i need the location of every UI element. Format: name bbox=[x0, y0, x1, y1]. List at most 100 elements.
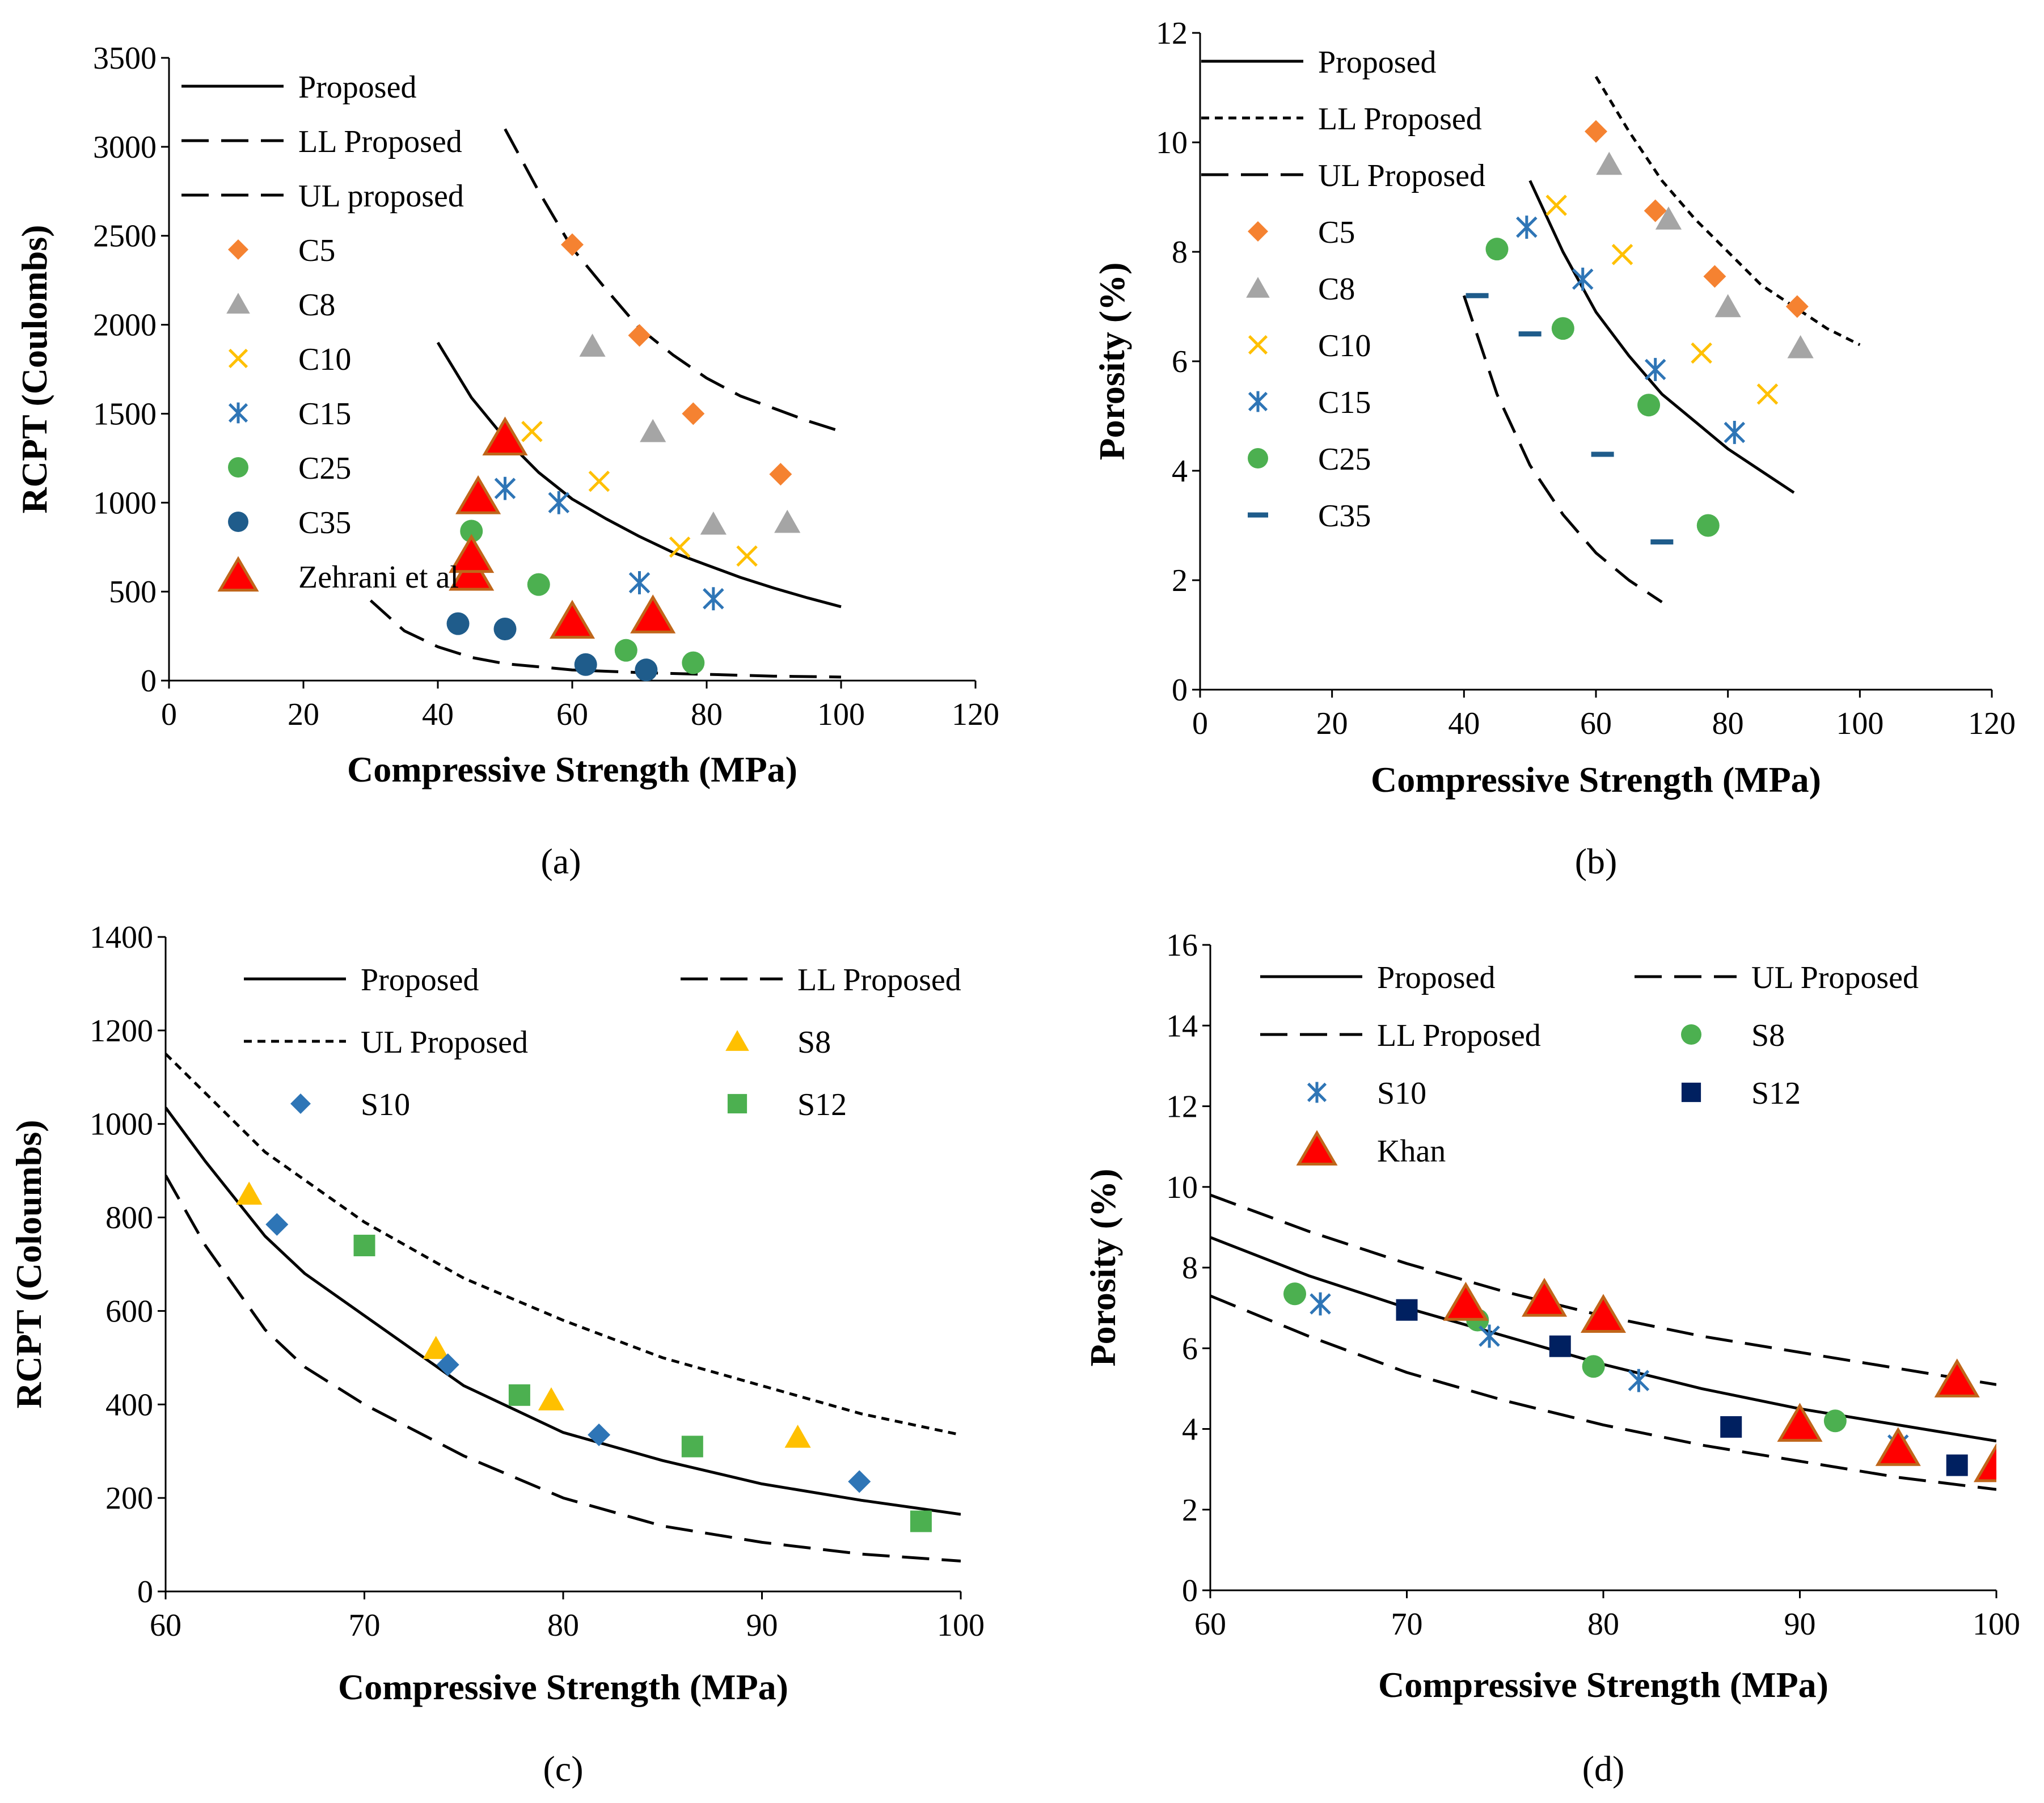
x-tick-label: 80 bbox=[691, 697, 723, 732]
data-point-s8 bbox=[538, 1387, 565, 1411]
y-tick-label: 1200 bbox=[90, 1014, 153, 1049]
data-point-c5 bbox=[628, 324, 651, 347]
legend-swatch-c15 bbox=[228, 402, 248, 424]
data-point-s10 bbox=[436, 1353, 459, 1376]
panel-label: (c) bbox=[543, 1749, 583, 1789]
legend: Proposed LL Proposed UL Proposed S8 S10 S12 bbox=[244, 962, 961, 1122]
y-tick-label: 3500 bbox=[93, 41, 157, 76]
data-point-c15 bbox=[1516, 216, 1538, 239]
data-point-c35 bbox=[574, 653, 597, 676]
data-point-c10 bbox=[588, 470, 610, 492]
x-tick-label: 80 bbox=[1587, 1607, 1619, 1642]
legend-label-s12: S12 bbox=[797, 1087, 847, 1122]
data-point-c15 bbox=[1644, 358, 1666, 381]
plot-area bbox=[166, 1053, 961, 1563]
y-tick-label: 0 bbox=[137, 1574, 153, 1610]
legend-label-proposed: Proposed bbox=[1377, 960, 1495, 995]
y-tick-label: 12 bbox=[1166, 1090, 1198, 1125]
legend-swatch-s12 bbox=[1681, 1082, 1701, 1103]
y-tick-label: 0 bbox=[141, 664, 157, 699]
legend-label-khan: Khan bbox=[1377, 1134, 1446, 1169]
data-point-s12 bbox=[681, 1435, 703, 1458]
x-tick-label: 60 bbox=[1194, 1607, 1226, 1642]
data-point-s12 bbox=[910, 1510, 932, 1532]
x-tick-label: 70 bbox=[349, 1608, 381, 1643]
y-axis-title: RCPT (Coulombs) bbox=[14, 225, 54, 513]
panel-a-rcpt-vs-strength: 0 20 40 60 80 100 120 0 500 1000 1500 2000 2500 3000 3… bbox=[14, 41, 999, 881]
legend-label-c10: C10 bbox=[1318, 328, 1371, 364]
data-point-khan bbox=[1973, 1443, 1996, 1483]
x-axis-title: Compressive Strength (MPa) bbox=[347, 749, 797, 789]
data-point-s10 bbox=[1310, 1292, 1331, 1316]
y-axis-title: RCPT (Coloumbs) bbox=[9, 1120, 49, 1408]
data-point-c15 bbox=[628, 571, 651, 594]
data-point-c8 bbox=[579, 333, 606, 357]
data-point-s8 bbox=[1823, 1409, 1847, 1433]
data-point-c25 bbox=[1637, 394, 1661, 417]
panel-b-porosity-vs-strength: 0 20 40 60 80 100 120 0 2 4 6 8 10 12 Compressive Stre… bbox=[1092, 16, 2016, 881]
series-line-proposed bbox=[166, 1107, 961, 1516]
legend-label-ul-proposed: UL Proposed bbox=[1751, 960, 1919, 995]
data-point-zehrani-et-al bbox=[549, 599, 596, 639]
legend-label-ll-proposed: LL Proposed bbox=[797, 962, 961, 998]
data-point-s10 bbox=[588, 1423, 611, 1446]
x-tick-label: 120 bbox=[952, 697, 999, 732]
data-point-khan bbox=[1934, 1358, 1980, 1397]
legend-swatch-zehrani-et-al bbox=[217, 556, 259, 592]
data-point-khan bbox=[1521, 1277, 1568, 1317]
y-tick-label: 2 bbox=[1172, 563, 1188, 598]
data-point-c10 bbox=[1545, 195, 1567, 216]
legend-label-ll-proposed: LL Proposed bbox=[298, 124, 462, 159]
legend-label-s10: S10 bbox=[361, 1087, 410, 1122]
legend-label-c5: C5 bbox=[1318, 215, 1355, 250]
y-tick-label: 800 bbox=[105, 1201, 153, 1236]
x-tick-label: 100 bbox=[817, 697, 865, 732]
data-point-c8 bbox=[1596, 151, 1623, 175]
y-tick-label: 1400 bbox=[90, 920, 153, 955]
legend-swatch-s10 bbox=[1307, 1082, 1327, 1103]
panel-label: (d) bbox=[1582, 1749, 1625, 1789]
legend-label-c25: C25 bbox=[1318, 442, 1371, 477]
data-point-c10 bbox=[1756, 383, 1779, 405]
y-tick-label: 500 bbox=[109, 575, 157, 610]
data-point-s8 bbox=[423, 1336, 449, 1359]
legend-label-s8: S8 bbox=[1751, 1018, 1785, 1053]
data-point-c5 bbox=[769, 463, 792, 486]
legend-swatch-s8 bbox=[725, 1030, 749, 1051]
data-point-c25 bbox=[1551, 317, 1574, 340]
y-tick-label: 10 bbox=[1156, 125, 1188, 161]
data-point-s10 bbox=[265, 1213, 289, 1236]
legend-label-c8: C8 bbox=[1318, 272, 1355, 307]
x-tick-label: 90 bbox=[1784, 1607, 1816, 1642]
legend: Proposed LL Proposed UL proposed C5 C8 C10 C15… bbox=[181, 70, 464, 595]
data-point-c8 bbox=[1714, 294, 1741, 318]
data-point-c8 bbox=[1655, 206, 1682, 230]
series-line-ul-proposed bbox=[369, 599, 842, 679]
x-tick-label: 60 bbox=[1580, 706, 1612, 741]
series-line-ul-proposed bbox=[166, 1053, 961, 1437]
data-point-s10 bbox=[1479, 1324, 1500, 1348]
data-point-c10 bbox=[521, 421, 543, 442]
legend-swatch-c35 bbox=[228, 512, 248, 532]
x-tick-label: 70 bbox=[1391, 1607, 1423, 1642]
legend-swatch-c8 bbox=[226, 293, 250, 314]
y-tick-label: 1000 bbox=[90, 1107, 153, 1142]
data-point-c25 bbox=[460, 520, 483, 543]
y-tick-label: 14 bbox=[1166, 1008, 1198, 1044]
data-point-s10 bbox=[848, 1470, 871, 1493]
legend-label-ul-proposed: UL proposed bbox=[298, 179, 464, 214]
data-point-khan bbox=[1777, 1403, 1823, 1442]
data-point-s8 bbox=[236, 1181, 263, 1205]
data-point-c8 bbox=[640, 419, 666, 442]
x-tick-label: 100 bbox=[1973, 1607, 2020, 1642]
data-point-s12 bbox=[1396, 1299, 1418, 1321]
data-point-c10 bbox=[669, 536, 691, 558]
x-tick-label: 80 bbox=[547, 1608, 579, 1643]
data-point-c5 bbox=[1644, 199, 1667, 222]
data-point-khan bbox=[1875, 1427, 1921, 1466]
data-point-khan bbox=[1580, 1294, 1627, 1333]
legend-swatch-c10 bbox=[1248, 335, 1268, 355]
panel-d-porosity-vs-strength: 60 70 80 90 100 0 2 4 6 8 10 12 14 16 Compressive Stre… bbox=[1083, 928, 2020, 1789]
y-tick-label: 6 bbox=[1172, 344, 1188, 379]
